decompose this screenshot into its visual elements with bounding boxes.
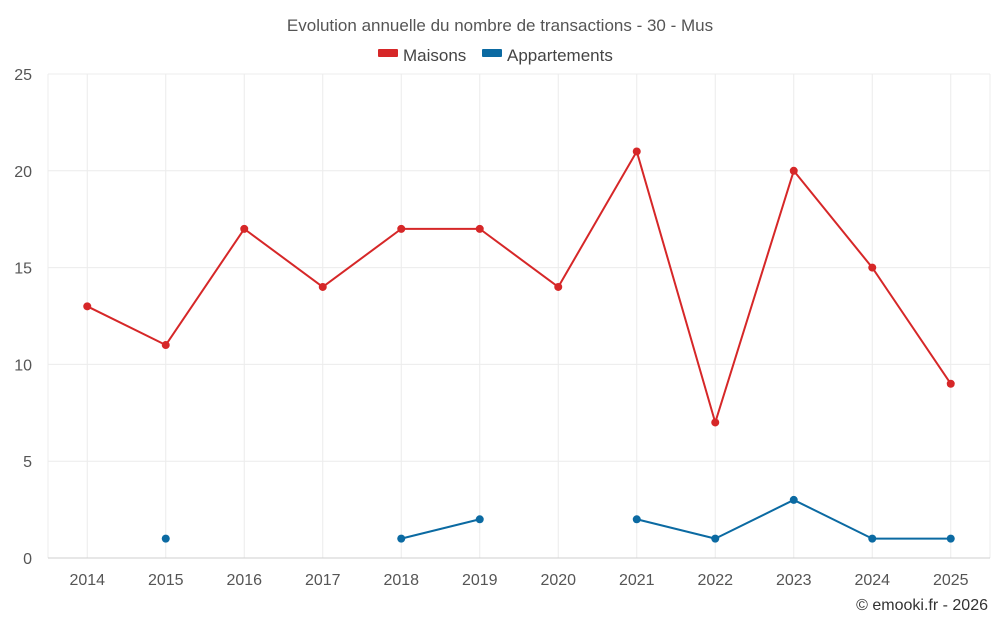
y-tick-label: 10 (14, 357, 32, 374)
data-point-appartements[interactable] (868, 534, 877, 543)
data-point-maisons[interactable] (161, 341, 170, 350)
series-line-appartements (401, 518, 480, 540)
legend: Maisons Appartements (378, 46, 613, 65)
x-tick-label: 2022 (697, 572, 733, 589)
y-tick-label: 15 (14, 261, 32, 278)
data-point-maisons[interactable] (318, 282, 327, 291)
x-tick-label: 2018 (383, 572, 419, 589)
x-tick-label: 2024 (854, 572, 890, 589)
data-point-appartements[interactable] (397, 534, 406, 543)
data-point-appartements[interactable] (789, 495, 798, 504)
data-point-maisons[interactable] (240, 224, 249, 233)
data-point-maisons[interactable] (868, 263, 877, 272)
x-tick-label: 2020 (540, 572, 576, 589)
data-point-maisons[interactable] (397, 224, 406, 233)
legend-label-maisons[interactable]: Maisons (403, 46, 466, 65)
y-tick-label: 5 (23, 454, 32, 471)
y-axis: 0 5 10 15 20 25 (14, 67, 32, 568)
data-point-appartements[interactable] (711, 534, 720, 543)
x-tick-label: 2021 (619, 572, 655, 589)
data-point-maisons[interactable] (711, 418, 720, 427)
x-tick-label: 2016 (226, 572, 262, 589)
legend-swatch-maisons (378, 49, 398, 57)
x-tick-label: 2019 (462, 572, 498, 589)
data-point-maisons[interactable] (946, 379, 955, 388)
x-tick-label: 2015 (148, 572, 184, 589)
x-tick-label: 2025 (933, 572, 969, 589)
series-appartements (161, 495, 955, 543)
series-maisons (83, 147, 955, 427)
data-point-appartements[interactable] (632, 515, 641, 524)
data-point-appartements[interactable] (946, 534, 955, 543)
y-tick-label: 0 (23, 551, 32, 568)
legend-label-appartements[interactable]: Appartements (507, 46, 613, 65)
series-line-maisons (86, 150, 952, 424)
x-axis: 2014 2015 2016 2017 2018 2019 2020 2021 2022 2023… (48, 557, 990, 589)
gridlines (47, 73, 991, 559)
series-layer (83, 147, 955, 543)
chart-title: Evolution annuelle du nombre de transact… (287, 16, 713, 35)
x-tick-label: 2014 (69, 572, 105, 589)
data-point-maisons[interactable] (475, 224, 484, 233)
x-tick-label: 2017 (305, 572, 341, 589)
y-tick-label: 25 (14, 67, 32, 84)
y-tick-label: 20 (14, 164, 32, 181)
legend-swatch-appartements (482, 49, 502, 57)
data-point-maisons[interactable] (83, 302, 92, 311)
data-point-maisons[interactable] (789, 166, 798, 175)
data-point-maisons[interactable] (632, 147, 641, 156)
data-point-appartements[interactable] (161, 534, 170, 543)
data-point-maisons[interactable] (554, 282, 563, 291)
credit-text: © emooki.fr - 2026 (856, 597, 988, 614)
data-point-appartements[interactable] (475, 515, 484, 524)
x-tick-label: 2023 (776, 572, 812, 589)
